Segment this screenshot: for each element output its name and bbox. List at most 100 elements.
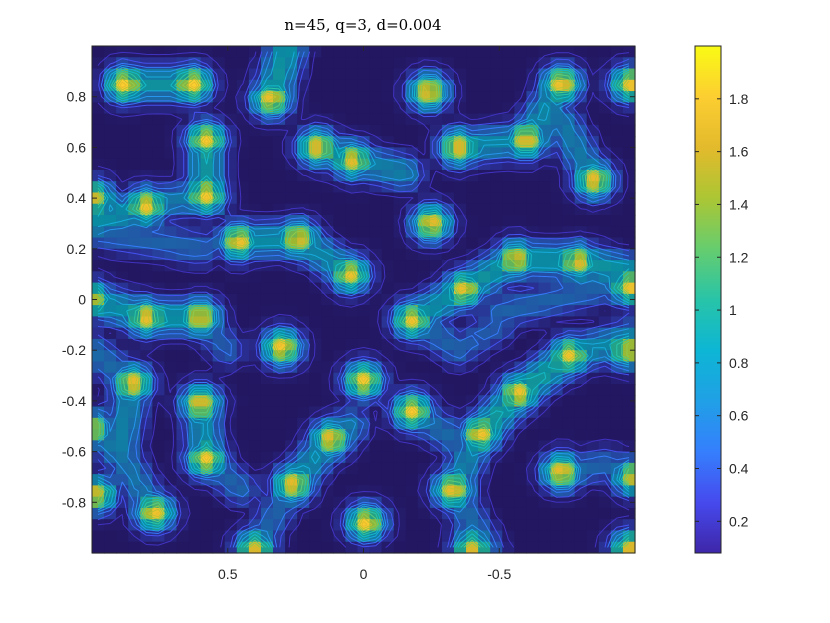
heatmap-cell — [538, 485, 552, 498]
heatmap-cell — [345, 338, 359, 351]
heatmap-cell — [140, 327, 153, 340]
heatmap-cell — [405, 395, 419, 408]
heatmap-cell — [224, 91, 238, 103]
heatmap-cell — [550, 384, 564, 396]
heatmap-cell — [454, 496, 467, 509]
heatmap-cell — [381, 395, 395, 408]
heatmap-cell — [514, 226, 527, 239]
heatmap-cell — [454, 305, 467, 317]
heatmap-cell — [212, 46, 226, 58]
heatmap-cell — [152, 271, 165, 284]
heatmap-cell — [333, 215, 346, 227]
heatmap-cell — [164, 316, 178, 329]
heatmap-cell — [224, 293, 238, 306]
x-axis: 0.5 0 -0.5 — [218, 46, 512, 582]
colorbar-gradient — [695, 46, 721, 553]
heatmap-cell — [574, 169, 588, 182]
heatmap-cell — [417, 260, 431, 272]
heatmap-cell — [236, 496, 250, 509]
heatmap-cell — [321, 462, 334, 475]
heatmap-cell — [260, 316, 274, 329]
heatmap-cell — [369, 417, 383, 430]
heatmap-cell — [610, 248, 624, 261]
heatmap-cell — [200, 79, 214, 92]
heatmap-cell — [333, 136, 346, 148]
heatmap-cell — [285, 147, 298, 160]
heatmap-cell — [345, 57, 359, 70]
heatmap-cell — [321, 507, 334, 520]
heatmap-cell — [140, 260, 153, 272]
heatmap-cell — [514, 462, 527, 475]
heatmap-cell — [260, 226, 274, 239]
heatmap-cell — [381, 226, 395, 239]
heatmap-cell — [478, 215, 491, 227]
heatmap-cell — [526, 57, 540, 70]
heatmap-cell — [478, 485, 491, 498]
heatmap-cell — [466, 293, 479, 306]
heatmap-cell — [164, 541, 178, 554]
heatmap-cell — [417, 507, 431, 520]
heatmap-cell — [514, 530, 527, 543]
heatmap-cell — [152, 215, 165, 227]
heatmap-cell — [128, 327, 141, 340]
heatmap-cell — [429, 530, 443, 543]
heatmap-cell — [454, 541, 467, 554]
heatmap-cell — [285, 440, 298, 453]
heatmap-cell — [514, 338, 527, 351]
heatmap-cell — [104, 169, 117, 182]
heatmap-cell — [345, 462, 359, 475]
heatmap-cell — [285, 406, 298, 419]
heatmap-cell — [212, 350, 226, 363]
heatmap-cell — [502, 406, 515, 419]
heatmap-cell — [200, 316, 214, 329]
heatmap-cell — [92, 496, 105, 509]
heatmap-cell — [369, 124, 383, 137]
heatmap-cell — [429, 260, 443, 272]
heatmap-cell — [176, 361, 190, 374]
heatmap-cell — [104, 226, 117, 239]
heatmap-cell — [417, 102, 431, 115]
heatmap-cell — [164, 305, 178, 317]
heatmap-cell — [610, 158, 624, 171]
heatmap-cell — [248, 462, 262, 475]
heatmap-cell — [236, 519, 250, 532]
heatmap-cell — [538, 124, 552, 137]
heatmap-cell — [140, 226, 153, 239]
heatmap-cell — [622, 384, 636, 396]
heatmap-cell — [140, 271, 153, 284]
heatmap-cell — [260, 384, 274, 396]
heatmap-cell — [297, 462, 310, 475]
heatmap-cell — [321, 68, 334, 81]
heatmap-cell — [454, 192, 467, 205]
heatmap-cell — [526, 361, 540, 374]
heatmap-cell — [104, 429, 117, 441]
heatmap-cell — [490, 293, 503, 306]
heatmap-cell — [188, 46, 202, 58]
heatmap-cell — [104, 203, 117, 216]
heatmap-cell — [236, 113, 250, 126]
heatmap-cell — [490, 305, 503, 317]
heatmap-cell — [490, 338, 503, 351]
heatmap-cell — [369, 169, 383, 182]
heatmap-cell — [454, 147, 467, 160]
heatmap-cell — [502, 102, 515, 115]
heatmap-cell — [417, 113, 431, 126]
heatmap-cell — [104, 181, 117, 194]
heatmap-cell — [104, 237, 117, 250]
heatmap-cell — [140, 102, 153, 115]
heatmap-cell — [429, 406, 443, 419]
heatmap-cell — [562, 519, 576, 532]
heatmap-cell — [598, 350, 612, 363]
heatmap-cell — [490, 102, 503, 115]
heatmap-cell — [92, 158, 105, 171]
heatmap-cell — [454, 395, 467, 408]
heatmap-cell — [321, 226, 334, 239]
heatmap-cell — [92, 226, 105, 239]
heatmap-cell — [333, 260, 346, 272]
heatmap-cell — [321, 541, 334, 554]
heatmap-cell — [490, 260, 503, 272]
heatmap-cell — [333, 530, 346, 543]
heatmap-cell — [104, 46, 117, 58]
heatmap-cell — [357, 372, 371, 385]
heatmap-cell — [369, 496, 383, 509]
